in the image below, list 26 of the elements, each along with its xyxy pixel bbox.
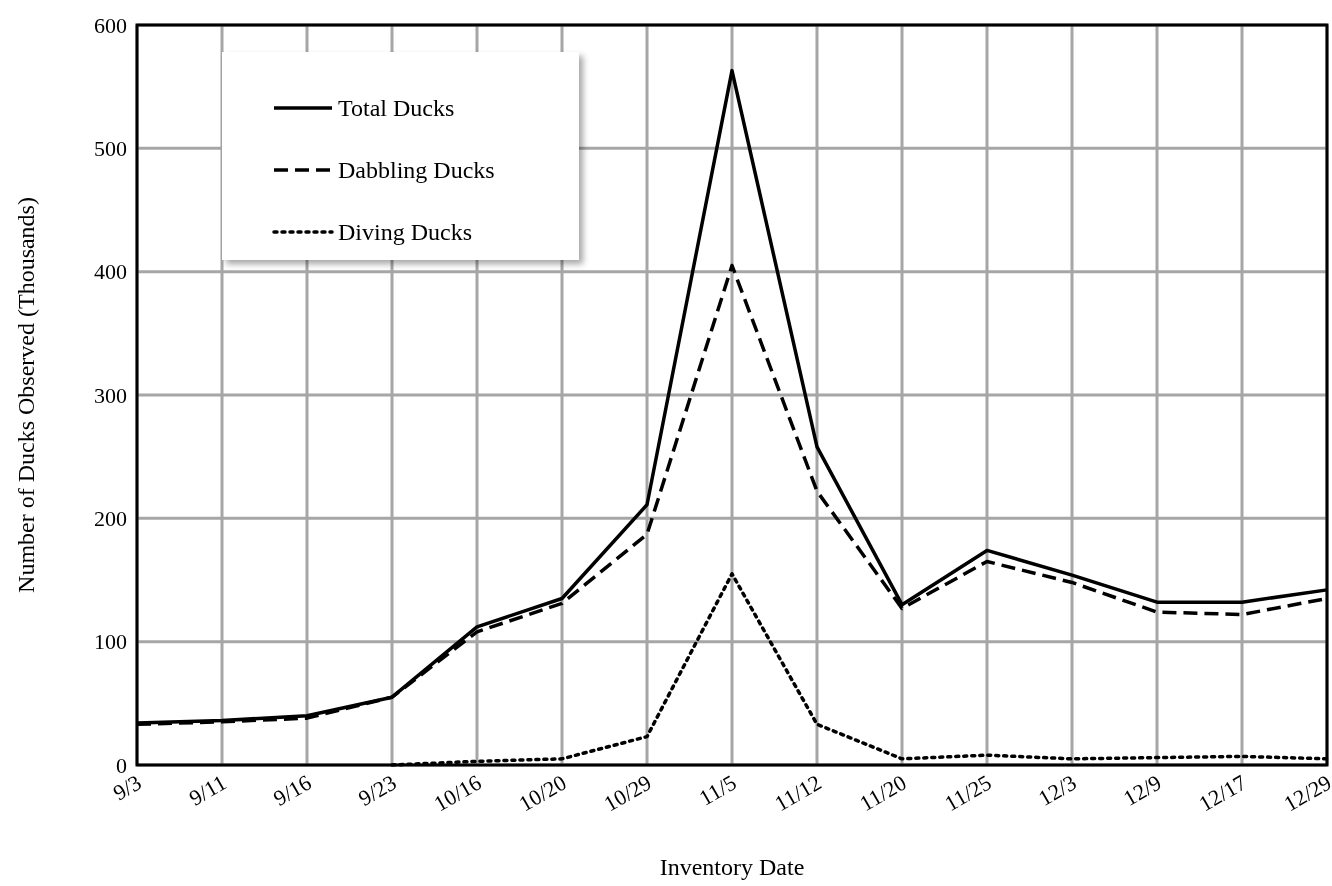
x-tick-label: 11/5 (694, 769, 741, 811)
y-tick-label: 400 (94, 259, 127, 285)
y-tick-label: 500 (94, 136, 127, 162)
x-tick-label: 12/29 (1279, 769, 1332, 817)
legend-label: Dabbling Ducks (338, 157, 495, 184)
x-tick-label: 11/12 (770, 769, 826, 816)
x-tick-label: 11/25 (940, 769, 996, 816)
y-axis-title: Number of Ducks Observed (Thousands) (13, 197, 39, 593)
x-axis-title: Inventory Date (659, 854, 805, 880)
y-tick-label: 0 (116, 752, 127, 778)
x-tick-label: 9/16 (269, 769, 316, 811)
x-tick-label: 12/9 (1119, 769, 1166, 811)
x-tick-label: 9/23 (354, 769, 401, 811)
y-tick-label: 600 (94, 12, 127, 38)
x-tick-label: 12/3 (1034, 769, 1081, 811)
y-tick-label: 200 (94, 506, 127, 532)
x-tick-label: 11/20 (855, 769, 911, 816)
x-tick-label: 10/20 (514, 769, 571, 817)
x-tick-label: 10/29 (599, 769, 656, 817)
x-tick-label: 10/16 (429, 769, 486, 817)
y-tick-label: 100 (94, 629, 127, 655)
x-tick-label: 9/11 (184, 769, 231, 811)
legend-label: Diving Ducks (338, 219, 472, 246)
x-tick-label: 12/17 (1194, 769, 1251, 817)
legend-label: Total Ducks (338, 95, 455, 122)
y-tick-label: 300 (94, 382, 127, 408)
